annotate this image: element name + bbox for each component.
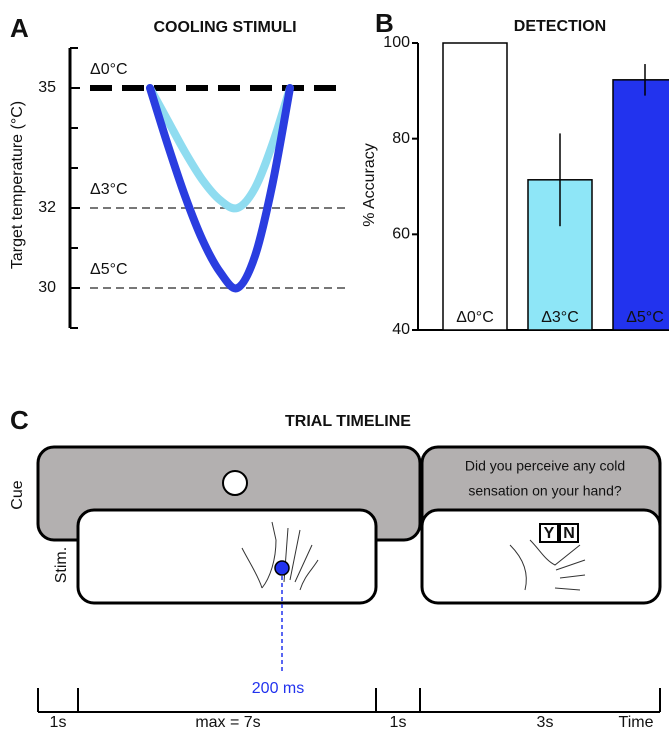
segment-label: 1s: [50, 714, 67, 731]
y-tick-label: 32: [38, 199, 56, 216]
chart-title: COOLING STIMULI: [153, 19, 296, 36]
y-tick-label: 60: [392, 226, 410, 243]
series-label: Δ5°C: [90, 261, 128, 278]
stim-dot: [274, 560, 290, 576]
y-tick-label: 35: [38, 79, 56, 96]
key-box: [539, 523, 559, 543]
segment-label: 1s: [390, 714, 407, 731]
axis-label: Time: [619, 714, 654, 731]
bar: [442, 42, 508, 331]
y-tick-label: 80: [392, 130, 410, 147]
x-tick-label: Δ0°C: [456, 309, 494, 326]
panel-label: A: [10, 13, 29, 43]
bar: [612, 79, 669, 331]
y-axis-label: Target temperature (°C): [9, 101, 26, 269]
panel-label: C: [10, 405, 29, 435]
chart-title: DETECTION: [514, 18, 606, 35]
question-text: Did you perceive any cold: [465, 458, 625, 474]
segment-label: max = 7s: [195, 714, 260, 731]
y-tick-label: 40: [392, 321, 410, 338]
segment-label: 3s: [537, 714, 554, 731]
series-line: [146, 84, 294, 293]
x-tick-label: Δ3°C: [541, 309, 579, 326]
y-axis-label: % Accuracy: [361, 143, 378, 227]
key-label: N: [563, 525, 575, 542]
hand-icon: [241, 521, 319, 591]
series-line: [146, 84, 294, 213]
series-label: Δ3°C: [90, 181, 128, 198]
row-label: Cue: [9, 480, 26, 509]
y-tick-label: 100: [383, 34, 410, 51]
series-label: Δ0°C: [90, 61, 128, 78]
key-label: Y: [544, 525, 555, 542]
cue-dot: [222, 470, 248, 496]
stim-box: [76, 508, 378, 605]
time-ticks: [37, 688, 661, 712]
diagram-title: TRIAL TIMELINE: [285, 413, 411, 430]
marker-label: 200 ms: [252, 680, 304, 697]
y-tick-label: 30: [38, 279, 56, 296]
panel-label: B: [375, 8, 394, 38]
question-text: sensation on your hand?: [468, 483, 622, 499]
row-label: Stim.: [53, 547, 70, 583]
response-box: [420, 508, 662, 605]
key-box: [559, 523, 579, 543]
x-tick-label: Δ5°C: [626, 309, 664, 326]
hand-icon: [509, 539, 586, 591]
